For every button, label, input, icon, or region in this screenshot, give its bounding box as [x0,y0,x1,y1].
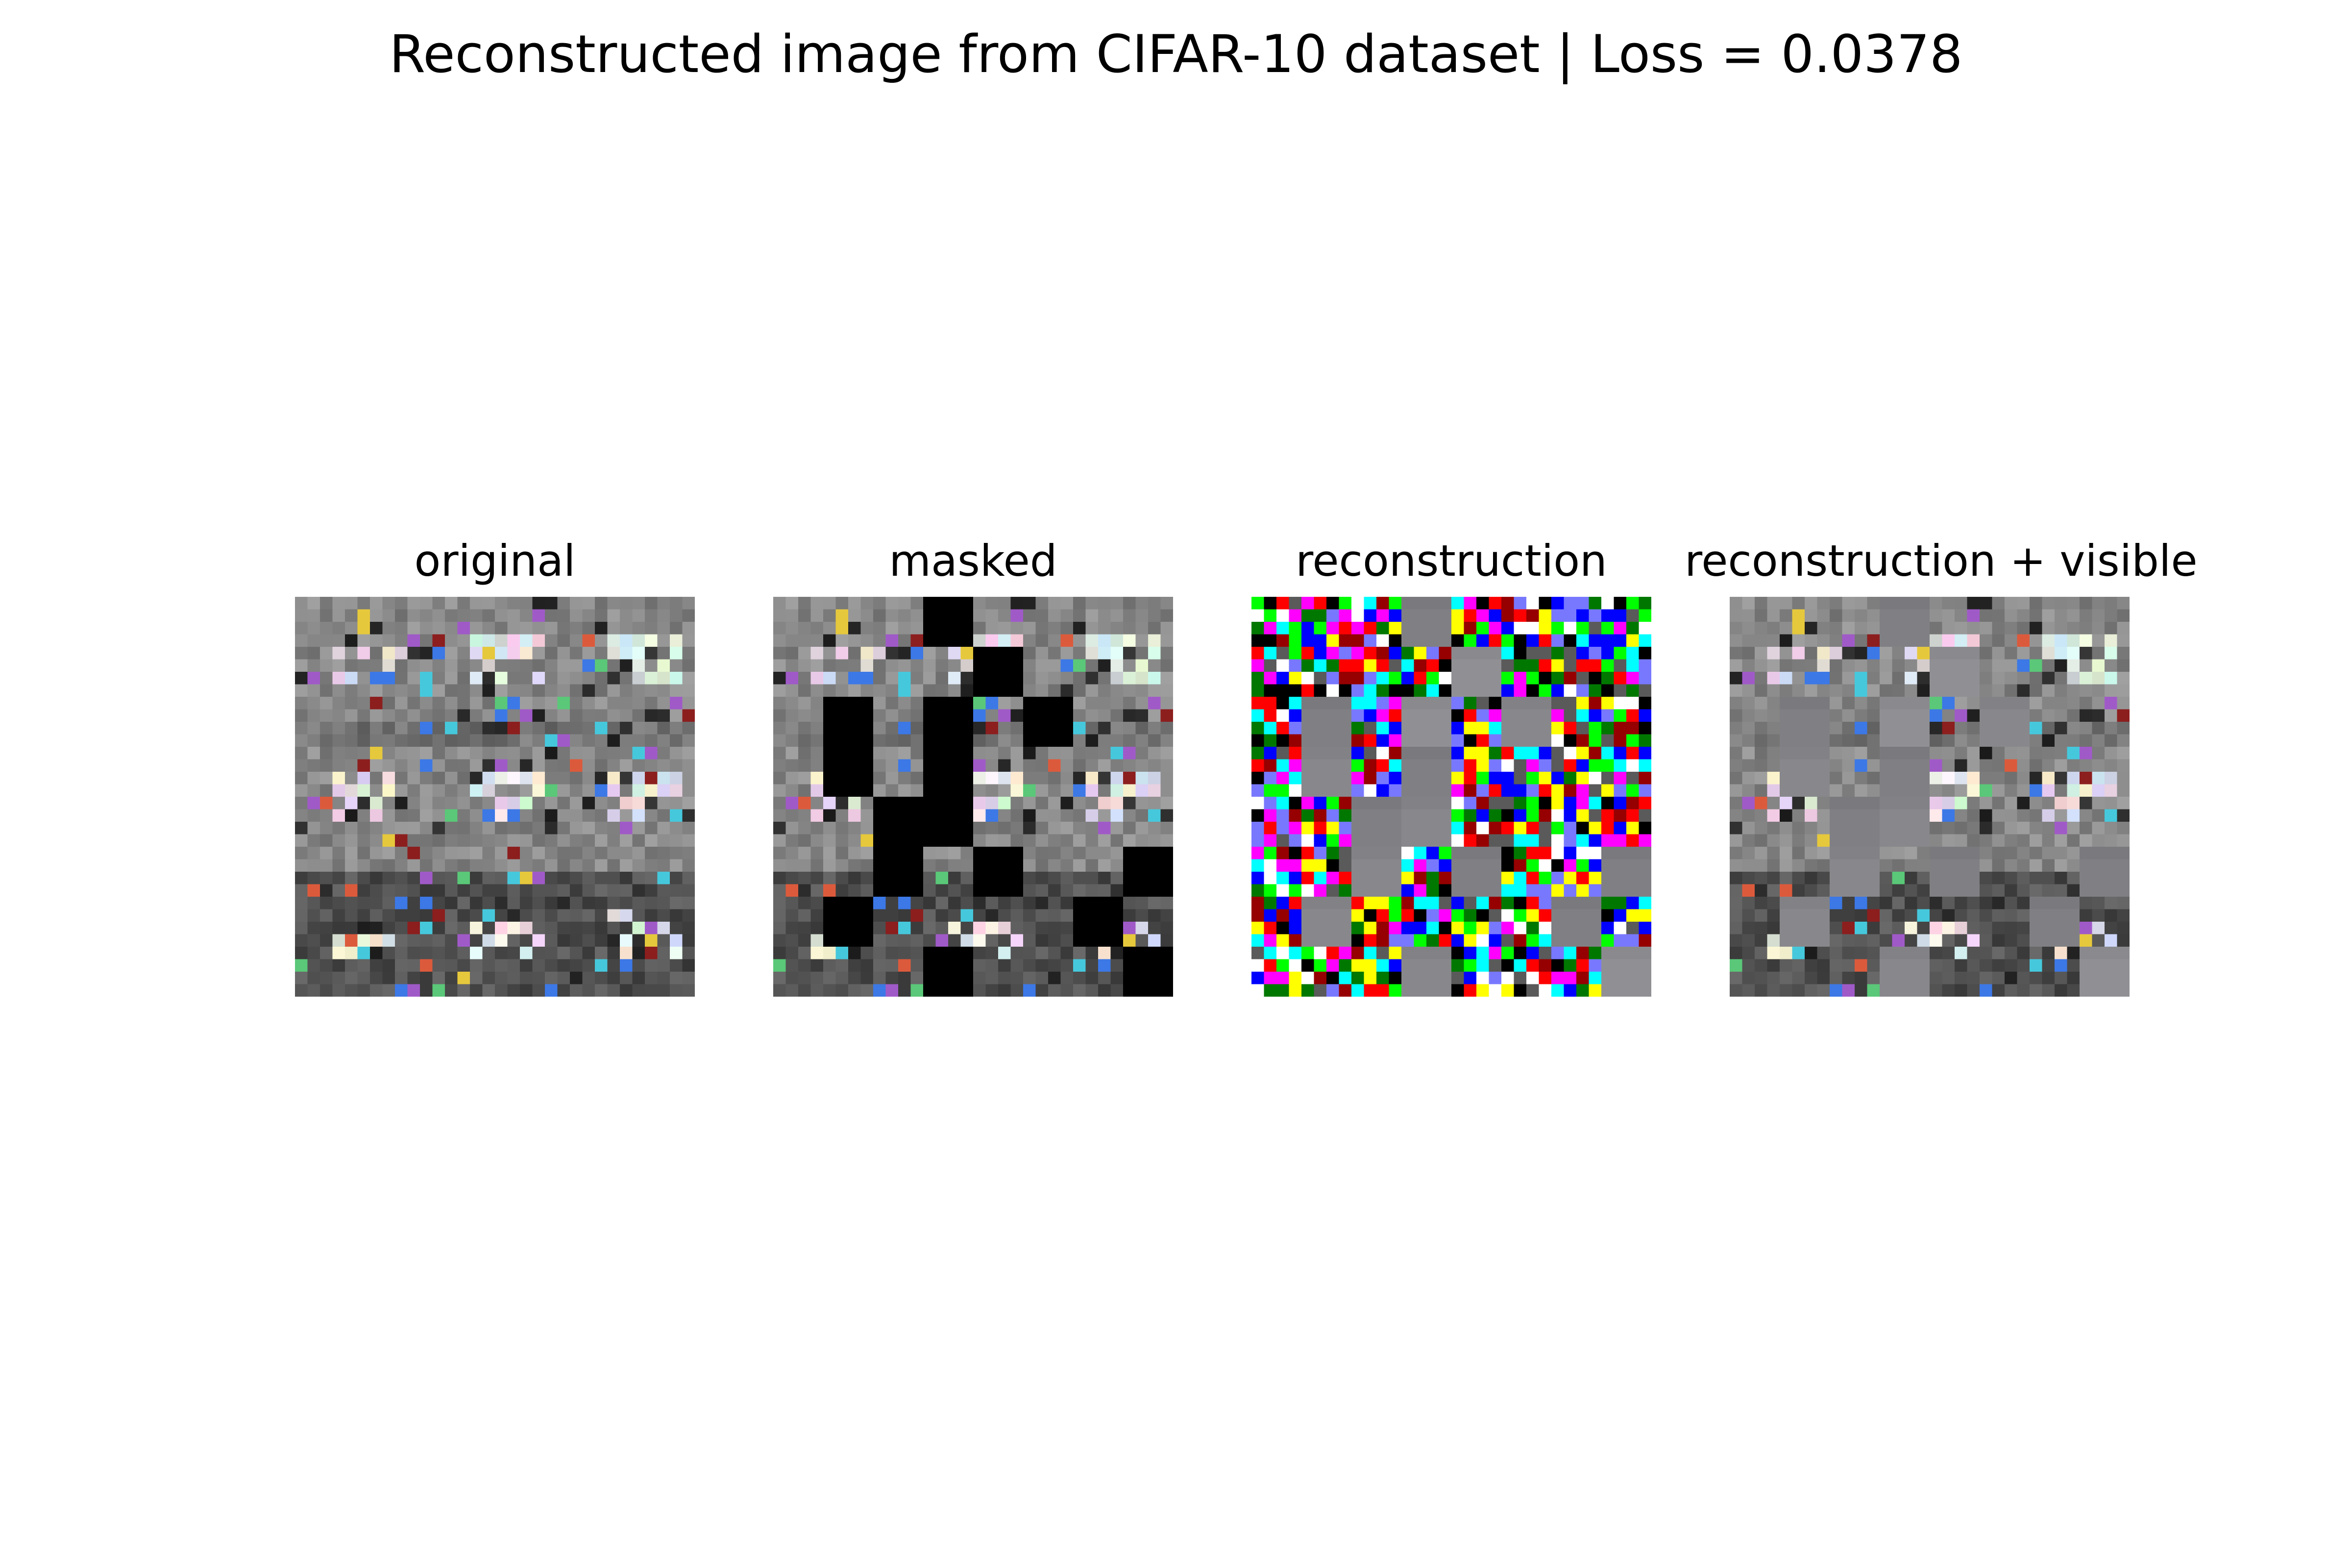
panel-title-reconstruction: reconstruction [1296,536,1607,586]
original-image [295,597,695,997]
reconstruction-image [1251,597,1651,997]
panel-title-original: original [414,536,576,586]
panel-title-masked: masked [889,536,1057,586]
masked-image [773,597,1173,997]
panel-title-reconstruction-visible: reconstruction + visible [1685,536,2198,586]
reconstruction-visible-image [1730,597,2130,997]
figure-title: Reconstructed image from CIFAR-10 datase… [389,24,1963,84]
